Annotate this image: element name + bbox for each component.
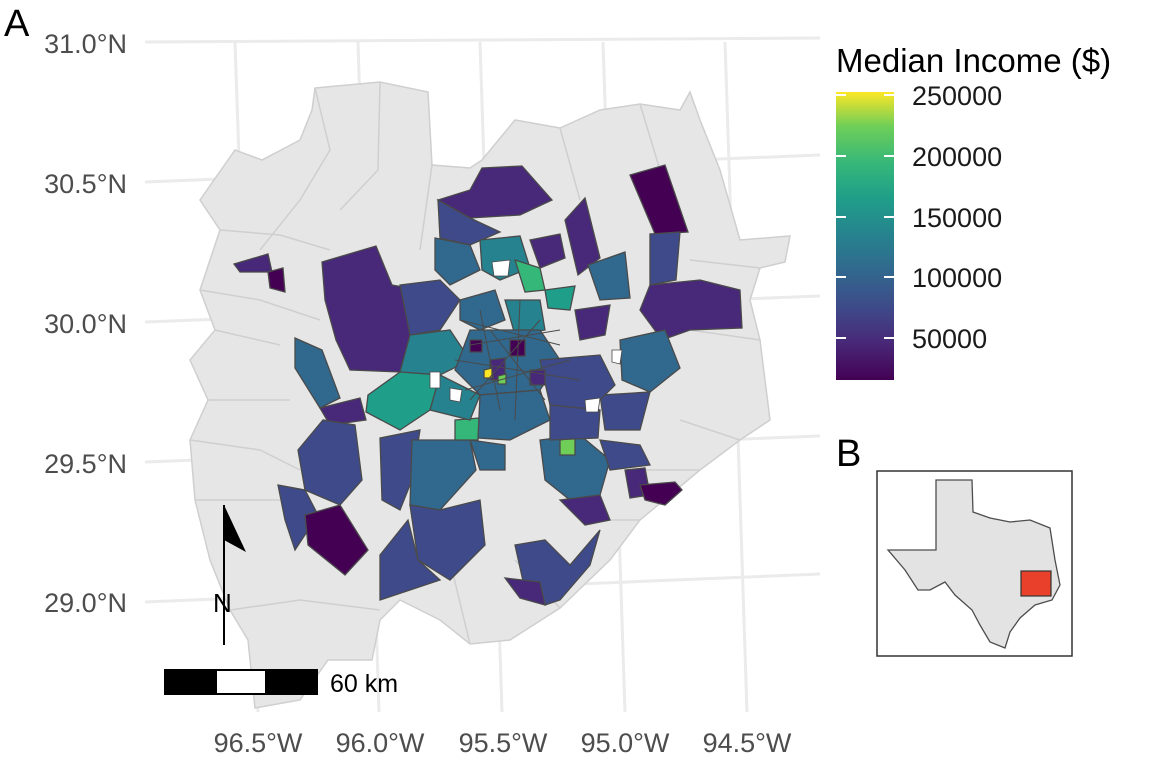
legend-label: 50000 (912, 324, 987, 354)
legend-label: 200000 (912, 142, 1002, 172)
x-tick-label: 95.0°W (581, 728, 670, 758)
y-tick-label: 30.0°N (44, 309, 127, 339)
y-axis-labels: 31.0°N 30.5°N 30.0°N 29.5°N 29.0°N (44, 29, 127, 618)
panel-label-b: B (836, 433, 861, 475)
scale-bar-label: 60 km (330, 670, 398, 698)
north-arrow: N (213, 505, 246, 645)
legend-label: 150000 (912, 203, 1002, 233)
x-tick-label: 96.5°W (214, 728, 303, 758)
legend-label: 100000 (912, 263, 1002, 293)
y-tick-label: 30.5°N (44, 169, 127, 199)
unshaded-tracts (429, 259, 623, 413)
legend-colorbar (836, 92, 894, 380)
tract-detail (454, 299, 581, 421)
y-tick-label: 29.5°N (44, 449, 127, 479)
scale-bar: 60 km (164, 669, 398, 698)
census-tracts (232, 164, 743, 606)
x-tick-label: 96.0°W (336, 728, 425, 758)
study-area-highlight (1020, 570, 1052, 597)
legend-label: 250000 (912, 81, 1002, 111)
north-label: N (213, 588, 232, 618)
legend: Median Income ($) 250000 200000 150000 1… (836, 42, 1111, 380)
x-tick-label: 94.5°W (703, 728, 792, 758)
legend-title: Median Income ($) (836, 42, 1111, 79)
panel-label-a: A (4, 3, 30, 45)
legend-ticks (836, 94, 894, 339)
inset-map (876, 470, 1073, 657)
y-tick-label: 29.0°N (44, 588, 127, 618)
y-tick-label: 31.0°N (44, 29, 127, 59)
x-tick-label: 95.5°W (459, 728, 548, 758)
north-arrow-icon (224, 505, 246, 552)
texas-outline (886, 479, 1061, 649)
x-axis-labels: 96.5°W 96.0°W 95.5°W 95.0°W 94.5°W (214, 728, 792, 758)
